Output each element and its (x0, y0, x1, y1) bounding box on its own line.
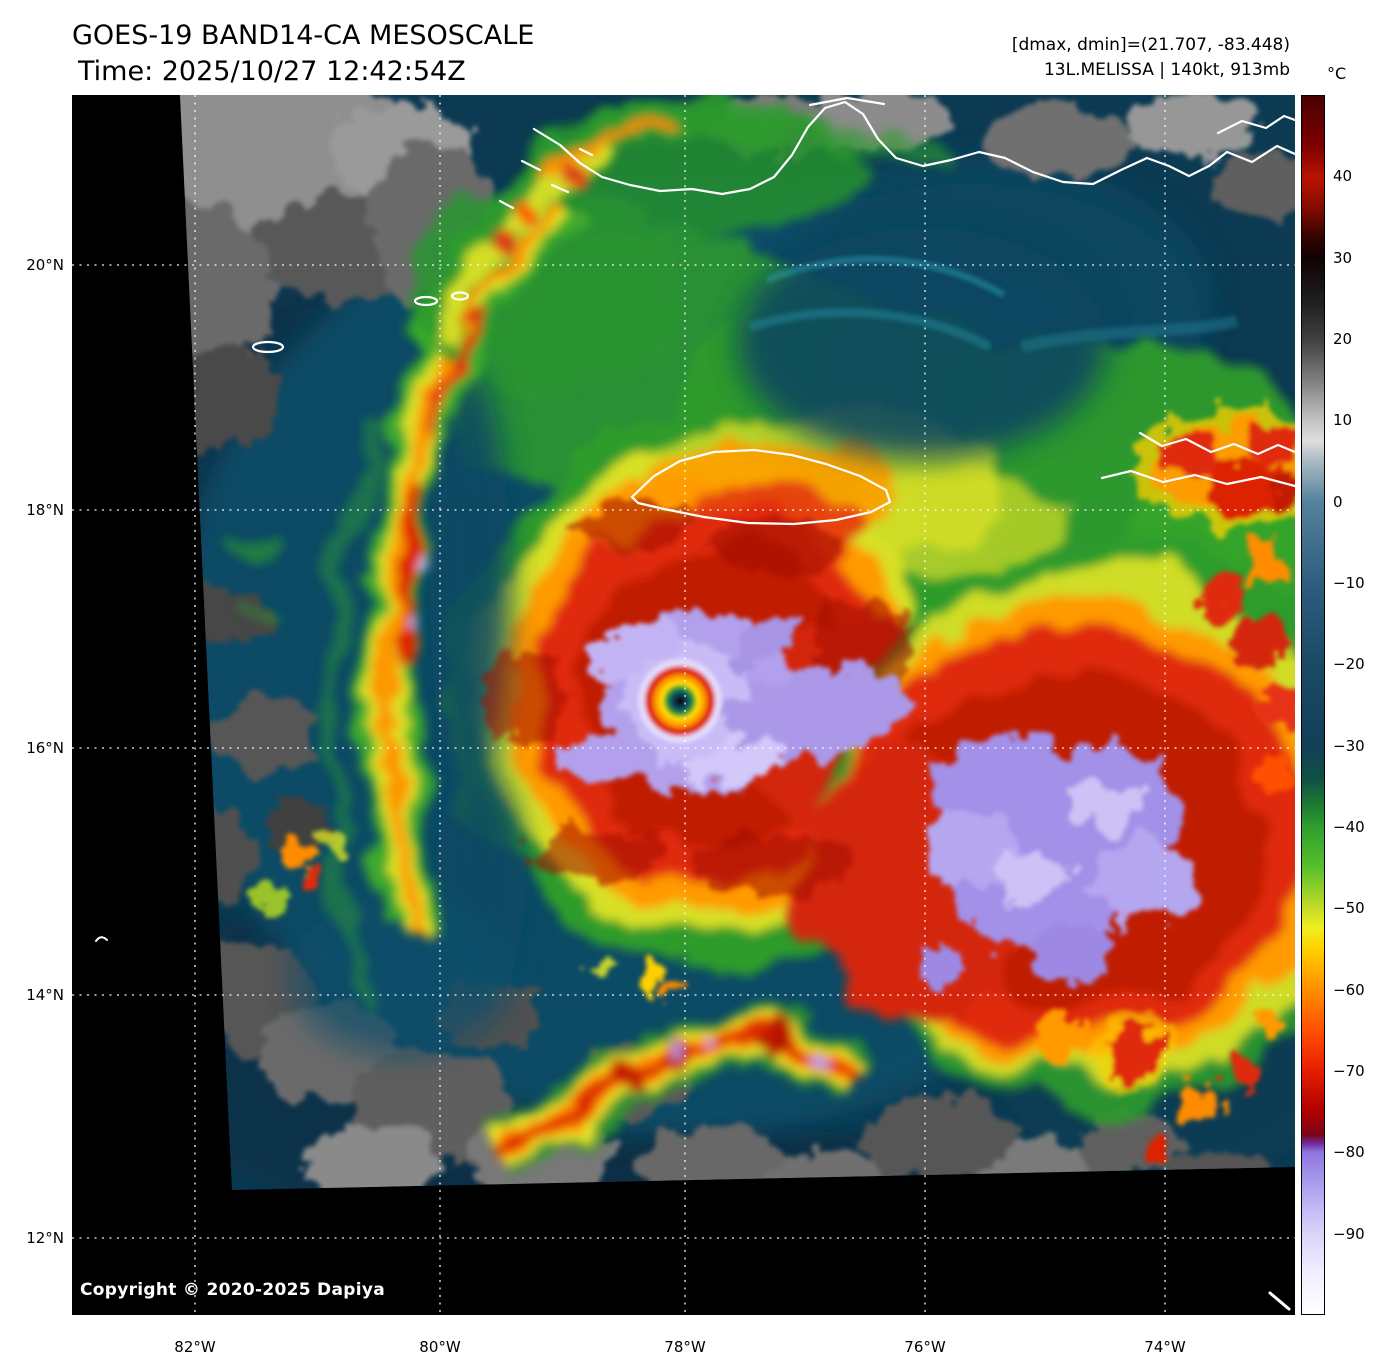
little-cayman-coastline (413, 295, 439, 307)
cirrus-wisps (748, 255, 1239, 353)
colorbar-tick: −20 (1333, 655, 1365, 673)
lat-label: 14°N (26, 986, 64, 1004)
colorbar-tick: 40 (1333, 167, 1353, 185)
colorbar-tick: 30 (1333, 249, 1353, 267)
north-rainband (422, 98, 954, 350)
lon-label: 74°W (1144, 1338, 1186, 1356)
dmax-dmin-readout: [dmax, dmin]=(21.707, -83.448) (1011, 35, 1290, 55)
west-rainband (232, 178, 578, 1013)
product-time: Time: 2025/10/27 12:42:54Z (78, 56, 466, 87)
colorbar-tick: −30 (1333, 737, 1365, 755)
coastlines (251, 96, 1295, 526)
cuba-north-coast (808, 96, 886, 107)
colorbar-tick: −70 (1333, 1062, 1365, 1080)
cayman-brac-coastline (450, 291, 470, 301)
edge-coastline-marks (95, 936, 1291, 1311)
colorbar-tick: −10 (1333, 574, 1365, 592)
colorbar-tick: 20 (1333, 330, 1353, 348)
satellite-image-area: Copyright © 2020-2025 Dapiya (72, 95, 1295, 1315)
red-mottling (482, 500, 912, 895)
copyright-label: Copyright © 2020-2025 Dapiya (80, 1280, 385, 1300)
lat-label: 12°N (26, 1229, 64, 1247)
jamaica-coastline (630, 448, 892, 526)
lat-label: 20°N (26, 256, 64, 274)
lon-label: 78°W (664, 1338, 706, 1356)
cuba-coastline (532, 100, 1295, 196)
hurricane-eye (638, 659, 722, 743)
colorbar-tick: −40 (1333, 818, 1365, 836)
product-title: GOES-19 BAND14-CA MESOSCALE (72, 20, 535, 51)
colorbar-tick: 0 (1333, 493, 1343, 511)
low-cloud-layer (180, 95, 1295, 1190)
lon-label: 80°W (419, 1338, 461, 1356)
satellite-image (72, 95, 1295, 1315)
colorbar-tick: −50 (1333, 899, 1365, 917)
lon-label: 76°W (904, 1338, 946, 1356)
storm-info: 13L.MELISSA | 140kt, 913mb (1043, 60, 1290, 80)
colorbar (1301, 95, 1325, 1315)
grand-cayman-coastline (251, 340, 285, 354)
colorbar-tick: −80 (1333, 1143, 1365, 1161)
colorbar-tick: −60 (1333, 981, 1365, 999)
colorbar-tick: 10 (1333, 411, 1353, 429)
lat-label: 16°N (26, 739, 64, 757)
colorbar-tick: −90 (1333, 1225, 1365, 1243)
purple-overshoot-tops (911, 735, 1202, 985)
colorbar-unit-label: °C (1327, 64, 1347, 83)
hispaniola-north-coastline (1138, 431, 1295, 456)
hispaniola-south-coastline (1100, 469, 1295, 488)
grid-lines (72, 95, 1295, 1315)
cuba-cays (498, 147, 594, 210)
lat-label: 18°N (26, 501, 64, 519)
cuba-northeast-coastline (1216, 114, 1295, 135)
scattered-convection (248, 409, 1295, 1169)
southern-rainband (489, 1013, 887, 1180)
lon-label: 82°W (174, 1338, 216, 1356)
